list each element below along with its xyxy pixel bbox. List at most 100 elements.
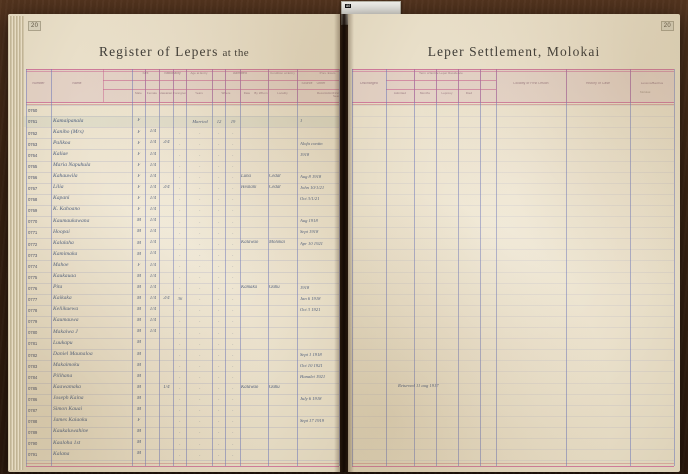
rule-horizontal: [26, 216, 339, 217]
row-age: .: [179, 285, 181, 291]
rule-vertical: [297, 69, 298, 466]
table-row[interactable]: 0764 Kaliae F 1/4.... 1918: [8, 149, 340, 160]
row-sex: M: [136, 340, 142, 346]
header-name: Name: [72, 82, 82, 85]
rule-horizontal: [352, 204, 674, 206]
table-row[interactable]: 0784 Pilihana M.... Hanalei 1921: [8, 371, 340, 382]
table-row[interactable]: 0785 Kaawamaka M 1/4.... Kalawao Oahu: [8, 383, 340, 394]
rule-horizontal: [352, 338, 674, 340]
row-admitted-by: .: [232, 229, 234, 235]
rule-vertical: [225, 69, 226, 466]
row-admitted-by: .: [232, 351, 234, 357]
table-row[interactable]: 0770 Kaumaukawana M 1/4.... Aug 1918: [8, 216, 340, 227]
table-row[interactable]: 0787 Simon Kauai M....: [8, 405, 340, 416]
row-name: Lilia: [53, 184, 64, 191]
rule-horizontal: [352, 182, 674, 184]
row-name: Kaliae: [53, 150, 68, 157]
header-adm-date: Date: [243, 92, 251, 95]
rule-horizontal: [26, 415, 339, 417]
row-admitted-date: .: [218, 151, 220, 157]
row-admitted-date: .: [218, 307, 220, 313]
row-residence: Kamaka: [241, 284, 257, 290]
row-nationality-a: 1/4: [149, 295, 157, 301]
table-row[interactable]: 0768 Kapani F 1/4.... Oct 3/1/21: [8, 194, 340, 205]
row-age: .: [179, 151, 181, 157]
rule-vertical: [297, 69, 298, 102]
rule-vertical: [159, 69, 160, 466]
row-admitted-by: .: [232, 440, 234, 446]
table-row[interactable]: 0786 Joseph Kaina M.... July 6 1918: [8, 394, 340, 405]
row-admitted-where: .: [199, 140, 201, 146]
row-admitted-date: .: [218, 440, 220, 446]
row-age: .: [179, 318, 181, 324]
row-admitted-by: .: [232, 318, 234, 324]
row-age: .: [179, 129, 181, 135]
row-sex: F: [137, 207, 141, 213]
header-source-group: Source: [301, 82, 313, 85]
left-page: 20 Register of Lepers at the Number Name S…: [8, 14, 340, 472]
rule-horizontal: [26, 171, 339, 173]
table-row[interactable]: 0780 Makaiwa J M 1/4....: [8, 327, 340, 338]
row-admitted-date: .: [218, 240, 220, 246]
row-age: .: [179, 251, 181, 257]
table-row[interactable]: 0788 James Kaiaoku F.... Sept 17 1919: [8, 416, 340, 427]
row-age: .: [179, 140, 181, 146]
table-row[interactable]: 0777 Kaikaka M 1/4 3/4 36... Jan 6 1918: [8, 294, 340, 305]
table-row[interactable]: 0763 Palikoa F 1/4 3/4.... Alofa contin: [8, 138, 340, 149]
row-name: Simon Kauai: [53, 406, 83, 413]
row-number: 0786: [28, 396, 38, 402]
table-row[interactable]: 0779 Kaumauwa M 1/4....: [8, 316, 340, 327]
row-nationality-a: 1/4: [149, 240, 157, 246]
table-row[interactable]: 0766 Kahauwila F 1/4.... Luna Cedar Aug 8 1918: [8, 172, 340, 183]
table-row[interactable]: 0783 Makaimoku M.... Oct 10 1921: [8, 360, 340, 371]
rule-horizontal: [352, 138, 674, 140]
table-row[interactable]: 0791 Kalana M....: [8, 449, 340, 460]
row-sex: M: [136, 229, 142, 235]
rule-vertical: [212, 69, 213, 466]
row-number: 0776: [28, 285, 38, 291]
row-remarks: Alofa contin: [300, 140, 323, 146]
row-admitted-where: Married: [192, 118, 208, 124]
header-history-of-case: History of Case: [585, 82, 611, 85]
left-title-main: Register of Lepers: [98, 44, 219, 59]
row-sex: M: [136, 373, 142, 379]
table-row[interactable]: 0790 Kaaloha 1st M....: [8, 438, 340, 449]
row-number: 0778: [28, 308, 38, 314]
table-row[interactable]: 0789 Kaukaluwahine M....: [8, 427, 340, 438]
table-row[interactable]: 0775 Kaukauaa M 1/4....: [8, 272, 340, 283]
header-prev-group: Prev. Exam.: [319, 72, 337, 75]
table-row[interactable]: 0769 K. Kahoano F 1/4....: [8, 205, 340, 216]
row-name: K. Kahoano: [53, 206, 81, 213]
row-sex: F: [137, 118, 141, 124]
table-row[interactable]: 0760: [8, 105, 340, 116]
row-admitted-by: .: [232, 174, 234, 180]
rule-horizontal: [26, 304, 339, 306]
table-row[interactable]: 0771 Hoopai M 1/4.... Sept 1918: [8, 227, 340, 238]
table-row[interactable]: 0778 Keliikuewa M 1/4.... Oct 3 1921: [8, 305, 340, 316]
row-admitted-where: .: [199, 318, 201, 324]
table-row[interactable]: 0782 Daniel Maunaloa M.... Sept 1 1918: [8, 349, 340, 360]
header-term-admitted: Admitted: [393, 92, 407, 95]
table-row[interactable]: 0781 Luukapu M....: [8, 338, 340, 349]
table-row[interactable]: 0773 Kamimaka M 1/4....: [8, 249, 340, 260]
rule-vertical: [145, 69, 146, 466]
rule-vertical: [436, 69, 437, 466]
table-row[interactable]: 0762 Kaniho (Mrs) F 1/4....: [8, 127, 340, 138]
row-age: .: [179, 385, 181, 391]
row-nationality-a: 1/4: [149, 151, 157, 157]
row-admitted-date: .: [218, 362, 220, 368]
row-sex: M: [136, 273, 142, 279]
table-row[interactable]: 0772 Kalalaha M 1/4.... Kalawao Molokai Apr 10…: [8, 238, 340, 249]
table-row[interactable]: 0767 Lilia F 1/4 3/4.... Healani Cedar John 10/…: [8, 183, 340, 194]
rule-horizontal: [352, 282, 674, 284]
header-prev-record: Record: [317, 92, 325, 95]
rule-horizontal: [26, 371, 339, 373]
table-row[interactable]: 0774 Mahoe F 1/4....: [8, 260, 340, 271]
table-row[interactable]: 0765 Maria Napuhula F 1/4....: [8, 161, 340, 172]
row-number: 0784: [28, 374, 38, 380]
table-row[interactable]: 0776 Pita M 1/4.... Kamaka Oahu 1918: [8, 283, 340, 294]
row-sex: M: [136, 429, 142, 435]
table-row[interactable]: 0761 Kamaipanala F Married 12 19 1: [8, 116, 340, 128]
row-number: 0787: [28, 408, 38, 414]
row-remarks: Aug 8 1918: [300, 173, 322, 179]
